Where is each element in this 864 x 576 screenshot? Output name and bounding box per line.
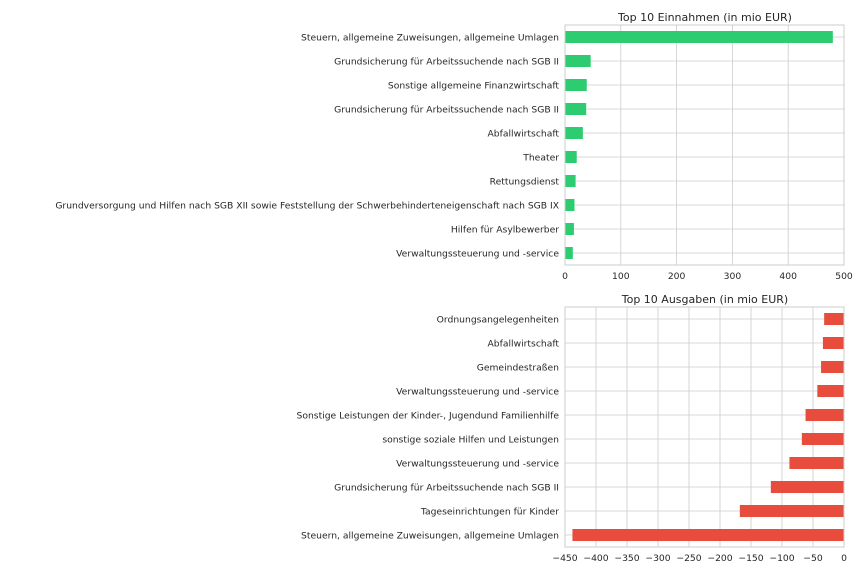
- expense-tick-labels: −450 −400 −350 −300 −250 −200 −150 −100 −50 0: [552, 553, 847, 564]
- income-bar: [565, 223, 574, 235]
- expense-tick-label: −400: [583, 553, 608, 564]
- expense-category-label: Abfallwirtschaft: [488, 339, 560, 350]
- income-chart-title: Top 10 Einnahmen (in mio EUR): [617, 11, 792, 24]
- income-category-label: Grundversorgung und Hilfen nach SGB XII …: [55, 201, 559, 212]
- expense-bars: [572, 313, 844, 541]
- income-plot-frame: [564, 24, 845, 266]
- expense-bar: [572, 529, 844, 541]
- income-gridlines: [564, 25, 845, 265]
- income-bar: [565, 175, 576, 187]
- expense-tick-label: −100: [769, 553, 794, 564]
- expense-bar: [789, 457, 844, 469]
- expense-bar: [801, 433, 844, 445]
- income-tick-label: 200: [668, 271, 686, 282]
- income-bar: [565, 247, 573, 259]
- income-tick-labels: 0 100 200 300 400 500: [562, 271, 853, 282]
- income-category-labels: Steuern, allgemeine Zuweisungen, allgeme…: [55, 33, 559, 260]
- expense-category-label: Steuern, allgemeine Zuweisungen, allgeme…: [301, 531, 559, 542]
- income-category-label: Grundsicherung für Arbeitssuchende nach …: [334, 105, 559, 116]
- expense-category-label: Sonstige Leistungen der Kinder-, Jugendu…: [297, 411, 560, 422]
- expense-tick-label: −350: [614, 553, 639, 564]
- expense-bar: [822, 337, 844, 349]
- income-tick-label: 100: [612, 271, 630, 282]
- expense-tick-label: −50: [803, 553, 823, 564]
- expense-tick-label: −450: [552, 553, 577, 564]
- income-category-label: Steuern, allgemeine Zuweisungen, allgeme…: [301, 33, 559, 44]
- expense-chart: Top 10 Ausgaben (in mio EUR) Ordnungsang…: [297, 293, 848, 564]
- expense-category-label: Grundsicherung für Arbeitssuchende nach …: [334, 483, 559, 494]
- income-bar: [565, 103, 587, 115]
- expense-category-label: sonstige soziale Hilfen und Leistungen: [382, 435, 559, 446]
- income-bar: [565, 79, 587, 91]
- income-category-label: Verwaltungssteuerung und -service: [396, 249, 559, 260]
- expense-bar: [770, 481, 844, 493]
- expense-bar: [821, 361, 844, 373]
- income-category-label: Theater: [522, 153, 559, 164]
- income-category-label: Sonstige allgemeine Finanzwirtschaft: [388, 81, 559, 92]
- expense-tick-label: −200: [707, 553, 732, 564]
- income-tick-label: 400: [779, 271, 797, 282]
- income-category-label: Grundsicherung für Arbeitssuchende nach …: [334, 57, 559, 68]
- income-bar: [565, 31, 833, 43]
- income-tick-label: 300: [724, 271, 742, 282]
- expense-category-label: Gemeindestraßen: [477, 363, 559, 374]
- income-tick-label: 0: [562, 271, 568, 282]
- expense-category-label: Ordnungsangelegenheiten: [437, 315, 559, 326]
- expense-category-labels: Ordnungsangelegenheiten Abfallwirtschaft G…: [297, 315, 560, 542]
- expense-tick-label: −300: [645, 553, 670, 564]
- expense-plot-frame: [564, 306, 845, 548]
- expense-bar: [817, 385, 844, 397]
- expense-chart-title: Top 10 Ausgaben (in mio EUR): [621, 293, 788, 306]
- expense-tick-label: −150: [738, 553, 763, 564]
- income-bar: [565, 151, 577, 163]
- expense-tick-label: −250: [676, 553, 701, 564]
- expense-bar: [739, 505, 844, 517]
- income-chart: Top 10 Einnahmen (in mio EUR) Steuern, a…: [55, 11, 853, 282]
- expense-category-label: Verwaltungssteuerung und -service: [396, 459, 559, 470]
- expense-category-label: Tageseinrichtungen für Kinder: [420, 507, 559, 518]
- income-bar: [565, 55, 591, 67]
- expense-bar: [805, 409, 844, 421]
- income-category-label: Rettungsdienst: [490, 177, 560, 188]
- income-tick-label: 500: [835, 271, 853, 282]
- income-bar: [565, 199, 575, 211]
- expense-category-label: Verwaltungssteuerung und -service: [396, 387, 559, 398]
- income-bar: [565, 127, 583, 139]
- income-bars: [565, 31, 833, 259]
- expense-tick-label: 0: [841, 553, 847, 564]
- expense-bar: [824, 313, 844, 325]
- income-category-label: Abfallwirtschaft: [488, 129, 560, 140]
- income-category-label: Hilfen für Asylbewerber: [451, 225, 559, 236]
